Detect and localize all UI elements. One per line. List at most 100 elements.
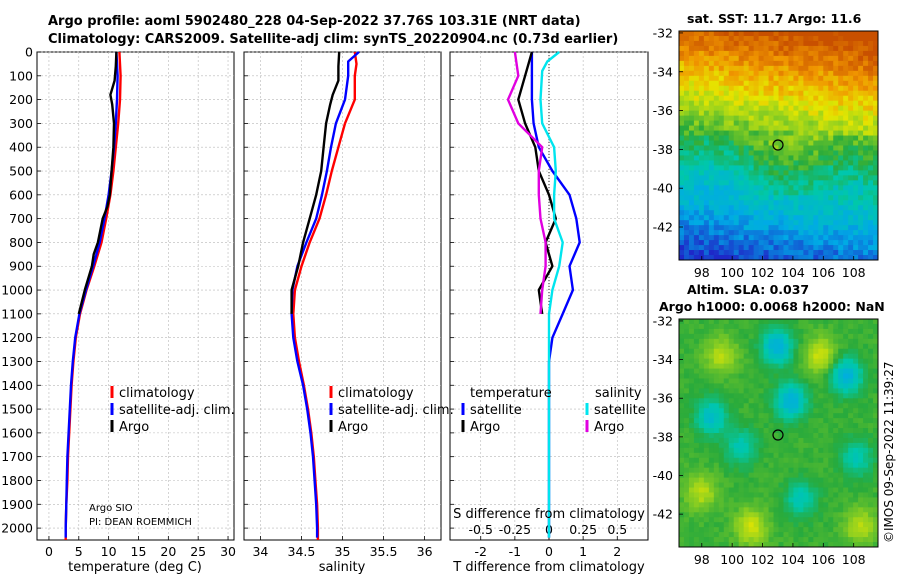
sst-cell <box>858 115 864 122</box>
sst-cell <box>718 195 725 201</box>
sla-cell <box>788 323 794 330</box>
sla-cell <box>788 383 794 389</box>
sst-cell <box>828 235 834 241</box>
sst-cell <box>828 31 834 37</box>
sst-cell <box>848 250 854 256</box>
argo-line <box>77 51 118 315</box>
sst-cell <box>813 80 819 87</box>
sla-cell <box>698 353 705 360</box>
sla-cell <box>843 497 849 503</box>
sla-cell <box>813 363 819 370</box>
sla-cell <box>808 477 814 484</box>
sla-cell <box>708 319 715 325</box>
sst-cell <box>728 155 735 161</box>
sst-cell <box>708 45 715 52</box>
sst-cell <box>858 75 864 82</box>
sla-cell <box>743 507 750 513</box>
sst-cell <box>798 200 804 206</box>
sst-cell <box>823 140 829 146</box>
sla-cell <box>733 462 740 469</box>
sst-cell <box>698 165 705 171</box>
sst-cell <box>713 185 720 191</box>
sst-cell <box>838 140 844 146</box>
sst-cell <box>833 230 839 236</box>
sla-cell <box>873 393 878 399</box>
sla-cell <box>693 477 700 484</box>
sst-cell <box>783 100 789 107</box>
sla-cell <box>828 338 834 345</box>
sla-cell <box>808 393 814 399</box>
sst-cell <box>838 95 844 102</box>
sst-cell <box>703 50 710 57</box>
sla-cell <box>868 408 874 414</box>
sst-cell <box>703 220 710 226</box>
sst-cell <box>763 250 770 256</box>
sla-cell <box>773 507 779 513</box>
sla-cell <box>688 437 695 444</box>
sla-cell <box>868 507 874 513</box>
sla-cell <box>808 398 814 404</box>
sst-cell <box>728 65 735 72</box>
sst-cell <box>768 170 775 176</box>
sla-cell <box>848 418 854 424</box>
sla-cell <box>873 373 878 379</box>
sst-cell <box>793 145 799 151</box>
sst-cell <box>838 240 844 246</box>
sst-cell <box>688 50 695 57</box>
sst-cell <box>788 135 794 142</box>
sla-cell <box>763 323 770 330</box>
sst-cell <box>828 130 834 137</box>
sla-cell <box>813 507 819 513</box>
sst-cell <box>853 70 859 77</box>
sst-cell <box>758 140 765 146</box>
sst-cell <box>723 45 730 52</box>
sst-cell <box>868 70 874 77</box>
sla-cell <box>738 532 745 538</box>
sla-cell <box>843 373 849 379</box>
sst-cell <box>793 235 799 241</box>
sla-cell <box>748 388 755 394</box>
sst-cell <box>679 105 685 112</box>
sst-cell <box>698 130 705 137</box>
sla-cell <box>848 537 854 543</box>
sst-cell <box>843 165 849 171</box>
sst-cell <box>828 155 834 161</box>
sst-cell <box>688 85 695 92</box>
sla-cell <box>798 383 804 389</box>
sst-cell <box>713 35 720 42</box>
sla-cell <box>838 428 844 434</box>
sla-cell <box>679 487 685 493</box>
sst-cell <box>738 155 745 161</box>
sla-cell <box>728 542 735 547</box>
sla-cell <box>728 497 735 503</box>
sla-cell <box>783 428 789 434</box>
sla-cell <box>848 388 854 394</box>
sst-cell <box>863 225 869 231</box>
sst-cell <box>703 150 710 156</box>
sst-cell <box>818 100 824 107</box>
sla-cell <box>703 492 710 498</box>
sst-cell <box>693 240 700 246</box>
sst-cell <box>733 115 740 122</box>
sla-cell <box>703 457 710 464</box>
sst-cell <box>743 55 750 62</box>
sla-cell <box>713 477 720 484</box>
sst-cell <box>843 245 849 251</box>
sst-cell <box>818 175 824 181</box>
sla-cell <box>873 398 878 404</box>
sst-cell <box>698 55 705 62</box>
sst-cell <box>868 50 874 57</box>
sst-cell <box>713 250 720 256</box>
sst-cell <box>818 105 824 112</box>
sst-cell <box>738 100 745 107</box>
sst-cell <box>823 210 829 216</box>
sst-cell <box>813 75 819 82</box>
sla-cell <box>793 433 799 439</box>
sla-cell <box>763 492 770 498</box>
sst-cell <box>793 105 799 112</box>
sla-cell <box>818 423 824 429</box>
sla-cell <box>703 413 710 419</box>
sla-cell <box>853 388 859 394</box>
sla-cell <box>818 457 824 464</box>
sst-cell <box>838 190 844 196</box>
